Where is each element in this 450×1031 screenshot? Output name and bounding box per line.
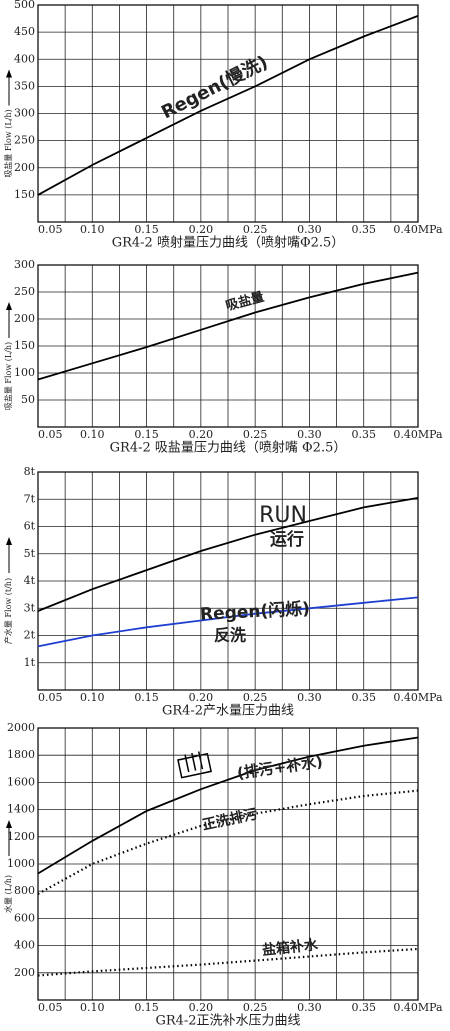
y-tick-label: 2t	[24, 629, 36, 642]
y-tick-label: 8t	[24, 465, 36, 478]
chart-title: GR4-2产水量压力曲线	[162, 704, 294, 719]
x-tick-label: 0.10	[80, 691, 105, 704]
y-tick-label: 5t	[24, 547, 36, 560]
plot-frame	[37, 264, 419, 428]
x-tick-label: 0.10	[80, 428, 105, 441]
valve-icon	[177, 751, 212, 779]
y-axis-label: 吸盐量 Flow (L/h)	[3, 109, 13, 177]
chart-title: GR4-2 吸盐量压力曲线（喷射嘴 Φ2.5）	[110, 440, 347, 456]
series-label: (排污+补水)	[236, 753, 324, 783]
y-tick-label: 150	[14, 188, 35, 201]
x-tick-label: 0.20	[189, 1001, 214, 1014]
plot-frame	[37, 727, 419, 1001]
y-tick-label: 200	[14, 161, 35, 174]
y-tick-label: 500	[14, 0, 35, 11]
x-tick-label: 0.15	[134, 1001, 159, 1014]
y-tick-label: 400	[14, 52, 35, 65]
y-tick-label: 300	[14, 107, 35, 120]
series-line	[37, 271, 419, 381]
x-tick-label: 0.40MPa	[393, 428, 443, 441]
x-tick-label: 0.10	[80, 1001, 105, 1014]
x-tick-label: 0.40MPa	[393, 223, 443, 236]
y-axis-label: 吸盐量 Flow (L/h)	[3, 342, 13, 410]
y-axis-arrowhead	[6, 69, 12, 78]
y-axis-arrowhead	[6, 302, 12, 310]
y-tick-label: 250	[14, 134, 35, 147]
x-tick-label: 0.25	[243, 1001, 268, 1014]
y-tick-label: 1600	[7, 775, 35, 788]
y-tick-label: 3t	[24, 601, 36, 614]
y-tick-label: 200	[14, 312, 35, 325]
x-tick-label: 0.15	[134, 428, 159, 441]
y-axis-label: 水量 (L/h)	[3, 875, 13, 913]
x-tick-label: 0.35	[351, 428, 376, 441]
y-axis-arrowhead	[6, 537, 12, 545]
series-label: Regen(闪烁)	[200, 598, 311, 625]
x-tick-label: 0.15	[134, 691, 159, 704]
y-tick-label: 1t	[24, 656, 36, 669]
y-tick-label: 1400	[7, 803, 35, 816]
y-tick-label: 400	[14, 939, 35, 952]
y-tick-label: 350	[14, 79, 35, 92]
y-tick-label: 6t	[24, 520, 36, 533]
x-tick-label: 0.25	[243, 428, 268, 441]
x-tick-label: 0.05	[38, 1001, 63, 1014]
series-line	[37, 736, 419, 875]
x-tick-label: 0.30	[297, 428, 322, 441]
x-tick-label: 0.30	[297, 223, 322, 236]
plot-frame	[37, 4, 419, 223]
x-tick-label: 0.30	[297, 691, 322, 704]
x-tick-label: 0.05	[38, 223, 63, 236]
x-tick-label: 0.35	[351, 223, 376, 236]
series-line	[37, 947, 419, 977]
x-tick-label: 0.20	[189, 428, 214, 441]
chart-title: GR4-2正洗补水压力曲线	[155, 1014, 300, 1028]
x-tick-label: 0.20	[189, 691, 214, 704]
x-tick-label: 0.10	[80, 223, 105, 236]
x-tick-label: 0.35	[351, 1001, 376, 1014]
x-tick-label: 0.40MPa	[393, 691, 443, 704]
series-line	[37, 596, 419, 648]
y-tick-label: 100	[14, 366, 35, 379]
series-label: 盐箱补水	[261, 936, 319, 959]
x-tick-label: 0.40MPa	[393, 1001, 443, 1014]
y-tick-label: 1000	[7, 857, 35, 870]
y-tick-label: 200	[14, 966, 35, 979]
y-tick-label: 300	[14, 258, 35, 271]
x-tick-label: 0.15	[134, 223, 159, 236]
annotation: 反洗	[214, 626, 246, 645]
y-tick-label: 800	[14, 884, 35, 897]
annotation: 运行	[270, 529, 304, 550]
plot-frame	[37, 471, 419, 691]
y-tick-label: 600	[14, 911, 35, 924]
y-tick-label: 450	[14, 25, 35, 38]
y-tick-label: 50	[21, 393, 35, 406]
y-tick-label: 7t	[24, 492, 36, 505]
y-axis-arrowhead	[6, 820, 12, 828]
x-tick-label: 0.05	[38, 428, 63, 441]
x-tick-label: 0.25	[243, 223, 268, 236]
series-line	[37, 789, 419, 895]
y-tick-label: 1200	[7, 830, 35, 843]
x-tick-label: 0.35	[351, 691, 376, 704]
y-tick-label: 2000	[7, 721, 35, 734]
y-tick-label: 4t	[24, 574, 36, 587]
x-tick-label: 0.20	[189, 223, 214, 236]
series-line	[37, 497, 419, 612]
series-label: RUN	[259, 503, 307, 528]
y-axis-label: 产水量 Flow (t/h)	[3, 578, 13, 644]
x-tick-label: 0.30	[297, 1001, 322, 1014]
y-tick-label: 150	[14, 339, 35, 352]
x-tick-label: 0.25	[243, 691, 268, 704]
y-tick-label: 1800	[7, 748, 35, 761]
y-tick-label: 250	[14, 285, 35, 298]
series-line	[37, 15, 419, 196]
chart-title: GR4-2 喷射量压力曲线（喷射嘴Φ2.5）	[112, 235, 345, 251]
x-tick-label: 0.05	[38, 691, 63, 704]
